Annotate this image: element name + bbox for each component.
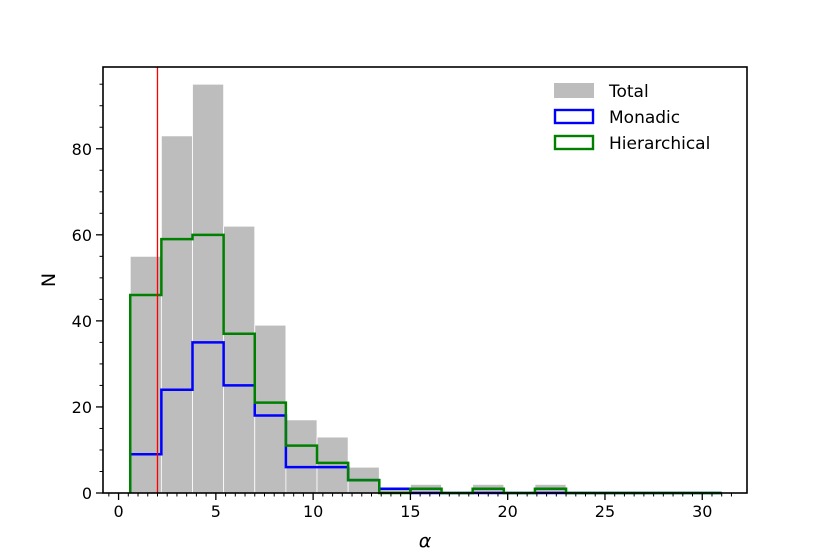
total-bar <box>192 83 225 494</box>
plot-frame <box>102 66 748 494</box>
total-bar <box>160 135 193 494</box>
x-tick-label: 30 <box>692 502 712 521</box>
legend-label-hierarchical: Hierarchical <box>609 134 710 154</box>
total-bar <box>316 436 349 494</box>
y-tick-label: 60 <box>72 226 92 245</box>
legend-swatch-monadic <box>553 108 595 125</box>
x-axis-label: α <box>419 530 432 552</box>
legend-swatch-hierarchical <box>553 134 595 151</box>
total-bar <box>223 225 256 494</box>
total-bar <box>254 324 287 494</box>
total-bar <box>285 419 318 494</box>
x-tick-label: 5 <box>211 502 221 521</box>
y-tick-label: 80 <box>72 140 92 159</box>
total-bar <box>129 255 162 494</box>
total-bars <box>129 83 567 494</box>
x-tick-label: 20 <box>498 502 518 521</box>
legend-label-total: Total <box>608 82 649 102</box>
x-tick-label: 25 <box>595 502 615 521</box>
legend: Total Monadic Hierarchical <box>553 82 710 154</box>
x-tick-label: 15 <box>400 502 420 521</box>
axis-ticks: 0 5 10 15 20 25 30 0 20 40 60 80 <box>72 83 732 521</box>
y-axis-label: N <box>38 273 60 287</box>
y-tick-label: 40 <box>72 312 92 331</box>
x-tick-label: 10 <box>303 502 323 521</box>
legend-label-monadic: Monadic <box>609 108 680 128</box>
y-tick-label: 20 <box>72 398 92 417</box>
x-tick-label: 0 <box>113 502 123 521</box>
legend-swatch-total <box>554 83 594 98</box>
y-tick-label: 0 <box>82 484 92 503</box>
